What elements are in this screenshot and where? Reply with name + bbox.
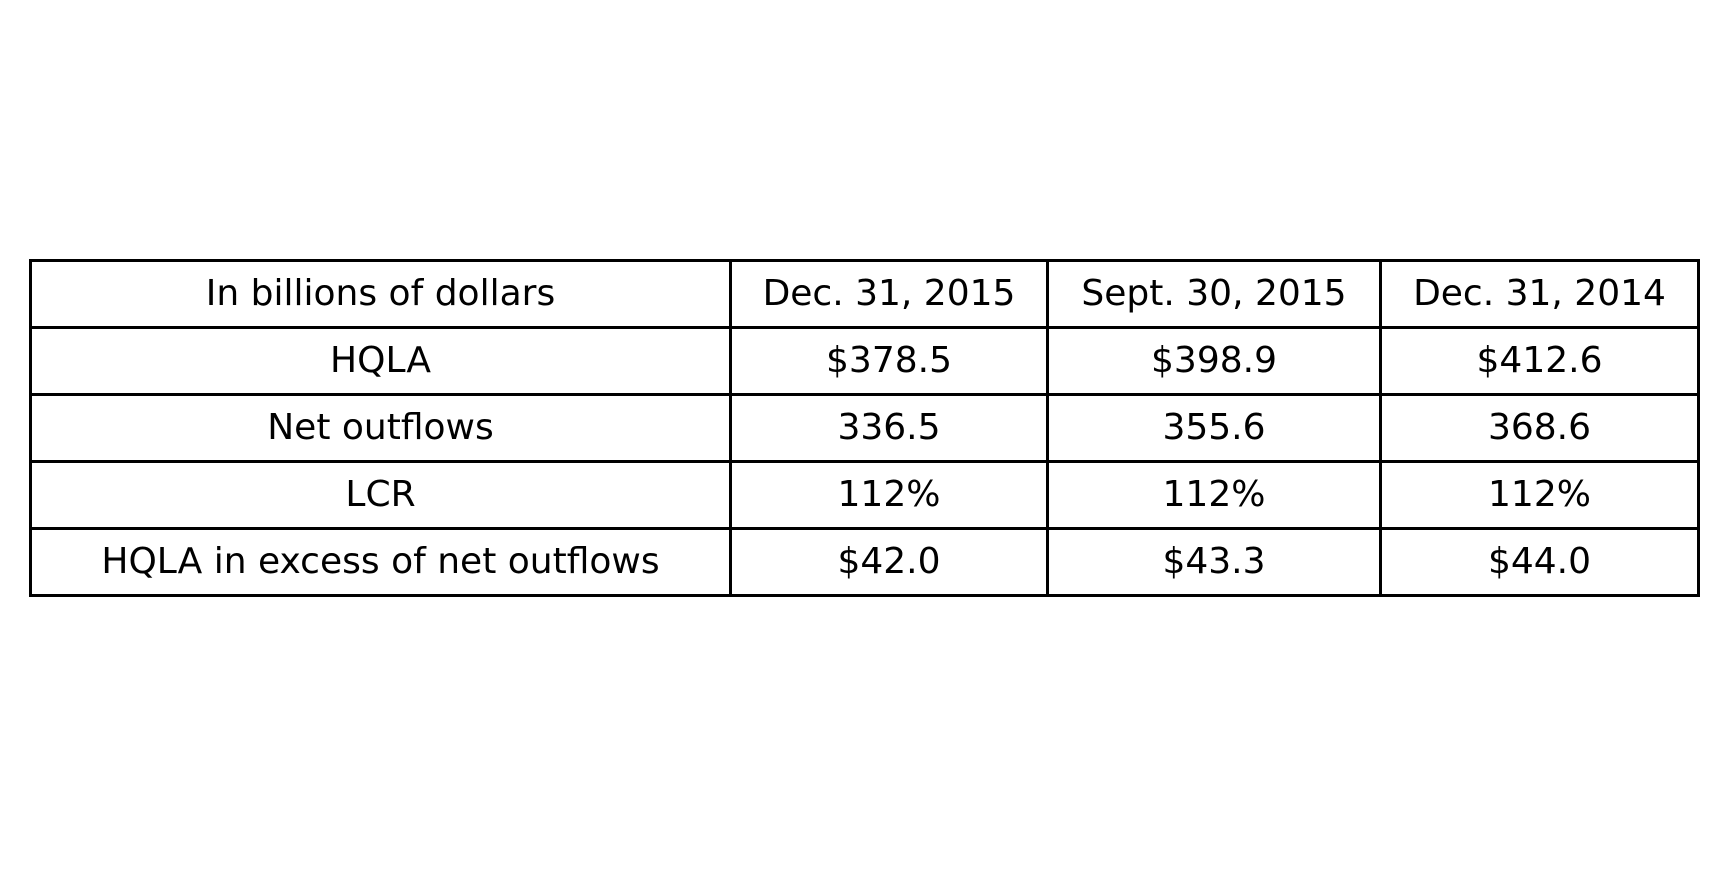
cell-lcr-dec-2015: 112%	[729, 460, 1049, 530]
row-label-hqla: HQLA	[29, 326, 732, 396]
liquidity-table: In billions of dollars Dec. 31, 2015 Sep…	[29, 259, 1700, 597]
table-row-hqla: HQLA $378.5 $398.9 $412.6	[29, 326, 1700, 396]
header-cell-units: In billions of dollars	[29, 259, 732, 329]
cell-hqla-dec-2015: $378.5	[729, 326, 1049, 396]
liquidity-table-container: In billions of dollars Dec. 31, 2015 Sep…	[29, 259, 1700, 597]
cell-hqla-excess-dec-2015: $42.0	[729, 527, 1049, 597]
cell-hqla-excess-sept-2015: $43.3	[1046, 527, 1382, 597]
header-cell-dec-2015: Dec. 31, 2015	[729, 259, 1049, 329]
cell-net-outflows-sept-2015: 355.6	[1046, 393, 1382, 463]
cell-hqla-sept-2015: $398.9	[1046, 326, 1382, 396]
row-label-net-outflows: Net outflows	[29, 393, 732, 463]
table-header-row: In billions of dollars Dec. 31, 2015 Sep…	[29, 259, 1700, 329]
table-row-hqla-excess: HQLA in excess of net outflows $42.0 $43…	[29, 527, 1700, 597]
header-cell-dec-2014: Dec. 31, 2014	[1379, 259, 1700, 329]
row-label-hqla-excess: HQLA in excess of net outflows	[29, 527, 732, 597]
header-cell-sept-2015: Sept. 30, 2015	[1046, 259, 1382, 329]
cell-lcr-dec-2014: 112%	[1379, 460, 1700, 530]
cell-net-outflows-dec-2014: 368.6	[1379, 393, 1700, 463]
cell-hqla-excess-dec-2014: $44.0	[1379, 527, 1700, 597]
row-label-lcr: LCR	[29, 460, 732, 530]
table-row-net-outflows: Net outflows 336.5 355.6 368.6	[29, 393, 1700, 463]
cell-hqla-dec-2014: $412.6	[1379, 326, 1700, 396]
cell-lcr-sept-2015: 112%	[1046, 460, 1382, 530]
table-row-lcr: LCR 112% 112% 112%	[29, 460, 1700, 530]
cell-net-outflows-dec-2015: 336.5	[729, 393, 1049, 463]
